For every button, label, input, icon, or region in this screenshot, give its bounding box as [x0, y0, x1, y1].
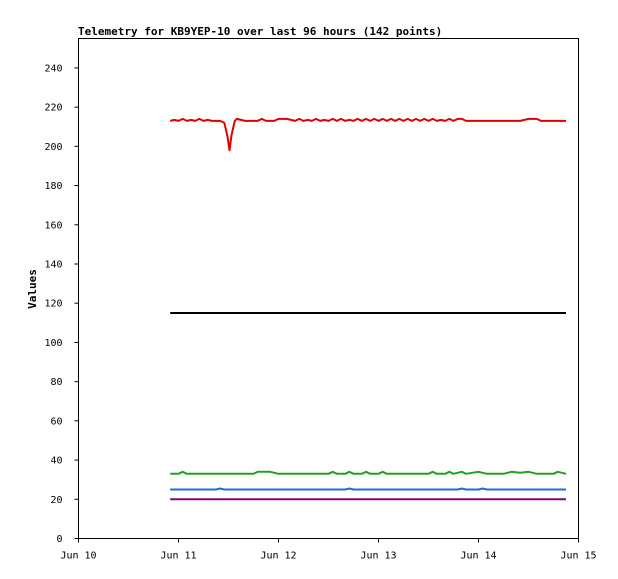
y-tick-label: 220	[44, 103, 62, 114]
plot-frame	[78, 38, 579, 539]
x-tick-label: Jun 15	[560, 551, 596, 562]
y-axis-label: Values	[26, 269, 39, 309]
y-axis: 0 20 40 60 80 100 120 140 160 180 200 220 240	[44, 63, 79, 545]
series-line	[170, 487, 566, 491]
series-line	[170, 470, 567, 475]
y-tick-label: 120	[44, 299, 62, 310]
y-tick-label: 20	[50, 495, 62, 506]
y-tick-label: 60	[50, 416, 62, 427]
y-tick-label: 180	[44, 181, 62, 192]
x-tick-label: Jun 12	[260, 551, 296, 562]
y-tick-label: 240	[44, 63, 62, 74]
x-tick-label: Jun 14	[460, 551, 496, 562]
x-axis: Jun 10 Jun 11 Jun 12 Jun 13 Jun 14 Jun 15	[60, 538, 597, 562]
y-tick-label: 0	[56, 534, 62, 545]
x-tick-label: Jun 10	[60, 551, 96, 562]
y-tick-label: 200	[44, 142, 62, 153]
series-line	[169, 117, 566, 152]
y-tick-label: 40	[50, 456, 62, 467]
y-tick-label: 100	[44, 338, 62, 349]
y-tick-label: 140	[44, 259, 62, 270]
series-layer	[169, 117, 567, 501]
x-tick-label: Jun 13	[360, 551, 396, 562]
x-tick-label: Jun 11	[160, 551, 196, 562]
y-tick-label: 160	[44, 220, 62, 231]
chart-title: Telemetry for KB9YEP-10 over last 96 hou…	[78, 25, 442, 38]
y-tick-label: 80	[50, 377, 62, 388]
